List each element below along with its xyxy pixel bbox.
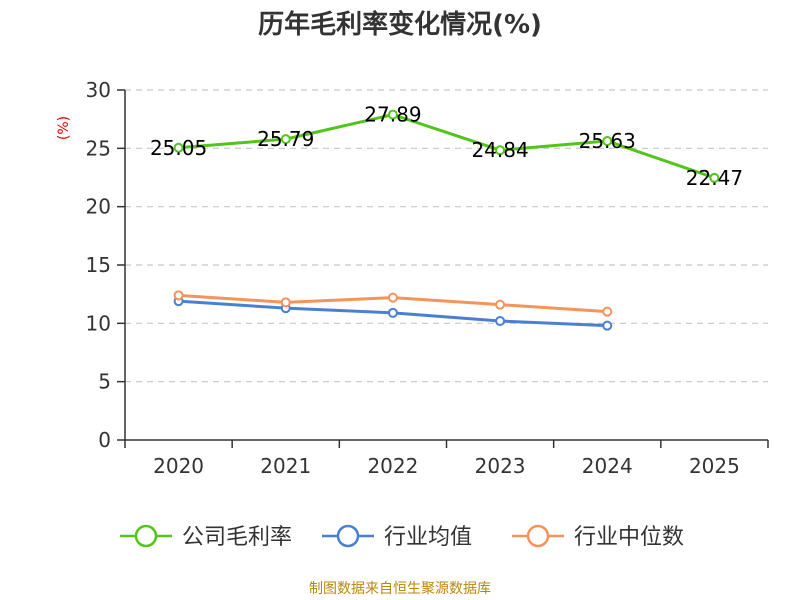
x-tick-label: 2024 [582,454,633,478]
y-tick-label: 30 [86,78,111,102]
data-point [387,292,398,303]
data-point [602,135,613,146]
y-tick-label: 0 [98,428,111,452]
y-tick-label: 20 [86,195,111,219]
data-point [709,172,720,183]
legend-label: 行业中位数 [574,525,684,550]
x-tick-label: 2025 [689,454,740,478]
legend-label: 行业均值 [384,525,472,550]
legend-marker-icon [134,524,158,548]
x-tick-label: 2022 [367,454,418,478]
data-point [602,306,613,317]
x-tick-label: 2021 [260,454,311,478]
data-point [387,109,398,120]
x-tick-label: 2023 [475,454,526,478]
data-label: 25.05 [150,136,207,160]
data-label: 22.47 [686,166,743,190]
legend-marker-icon [336,524,360,548]
data-point [495,316,506,326]
y-tick-label: 10 [86,311,111,335]
data-point [173,142,184,153]
data-point [602,320,613,331]
y-tick-label: 5 [98,370,111,394]
data-point [495,145,506,156]
chart-title: 历年毛利率变化情况(%) [258,10,542,40]
legend-label: 公司毛利率 [182,525,292,550]
x-tick-label: 2020 [153,454,204,478]
y-tick-label: 15 [86,253,111,277]
data-point [280,297,291,308]
y-tick-label: 25 [86,136,111,160]
data-label: 25.79 [257,127,314,151]
data-point [387,307,398,318]
data-point [280,134,291,145]
data-point [173,290,184,301]
data-label: 25.63 [579,129,636,153]
y-axis-unit-label: (%) [56,116,72,140]
data-point [495,299,506,310]
series-line-0 [178,113,715,180]
data-label: 27.89 [364,103,421,127]
data-label: 24.84 [471,138,528,162]
data-source-footer: 制图数据来自恒生聚源数据库 [309,581,491,597]
legend-marker-icon [526,524,550,548]
